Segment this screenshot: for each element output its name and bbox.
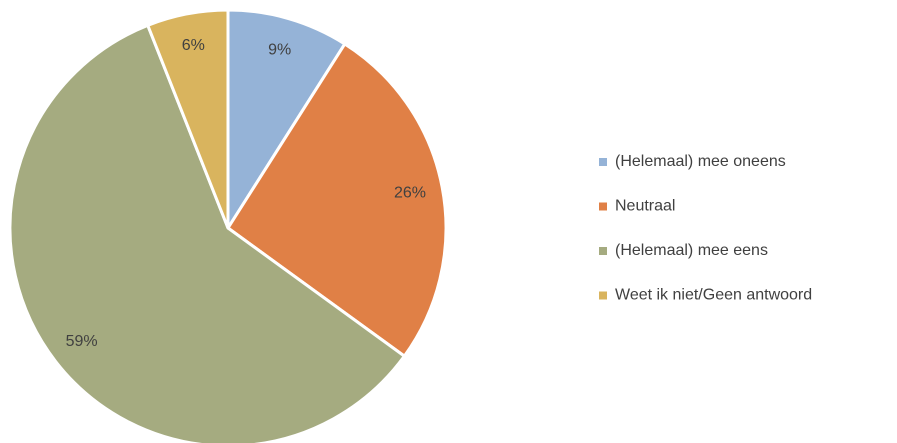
- legend-swatch: [599, 202, 607, 211]
- legend-label: Neutraal: [615, 198, 675, 215]
- legend-label: (Helemaal) mee eens: [615, 242, 768, 259]
- pie-slice: [226, 42, 448, 358]
- legend-swatch: [599, 247, 607, 255]
- data-label: 26%: [394, 184, 426, 201]
- legend-label: Weet ik niet/Geen antwoord: [615, 287, 812, 304]
- pie-slice: [8, 23, 406, 443]
- pie-slice: [226, 8, 347, 230]
- pie-slice: [146, 8, 230, 230]
- data-label: 9%: [268, 41, 291, 58]
- legend-label: (Helemaal) mee oneens: [615, 153, 786, 170]
- data-label: 6%: [182, 37, 205, 54]
- data-label: 59%: [66, 333, 98, 350]
- legend-swatch: [599, 158, 607, 166]
- legend-swatch: [599, 291, 607, 300]
